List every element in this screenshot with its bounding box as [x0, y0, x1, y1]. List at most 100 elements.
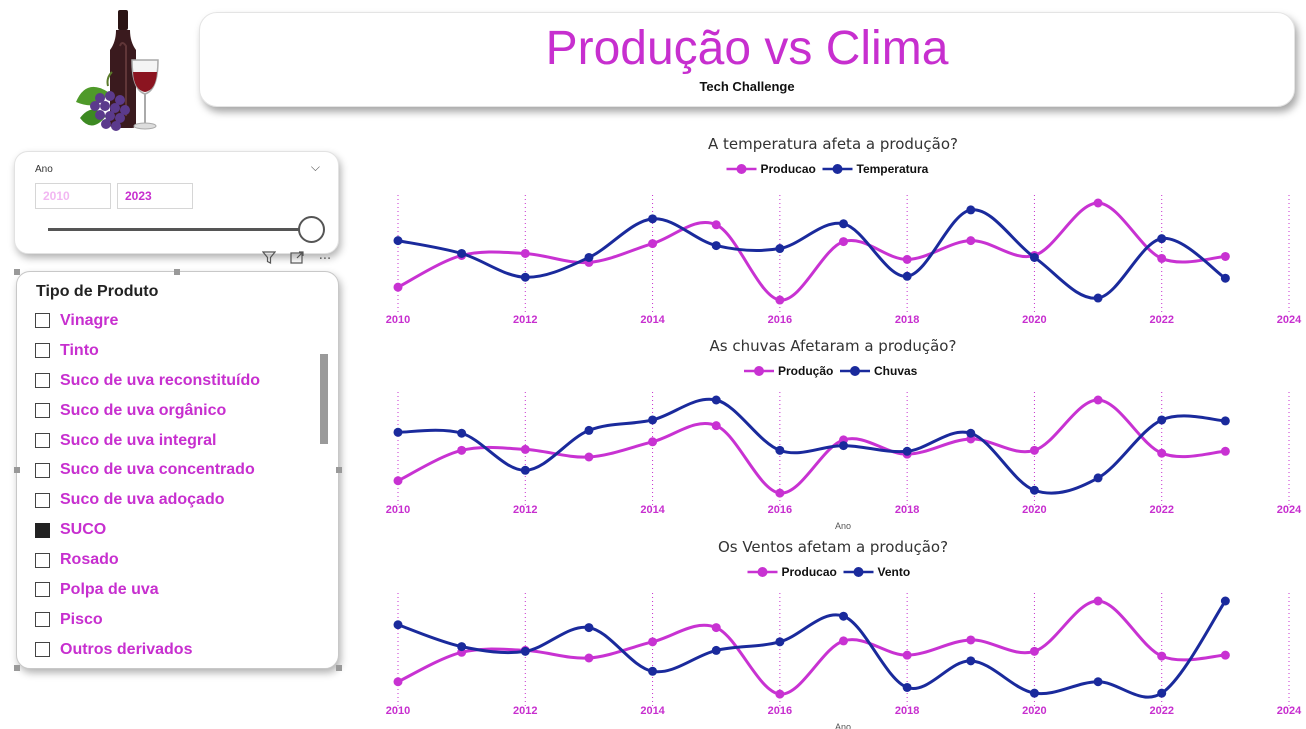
- data-point[interactable]: [711, 395, 721, 405]
- data-point[interactable]: [648, 637, 658, 647]
- legend-item[interactable]: Temperatura: [822, 162, 929, 176]
- data-point[interactable]: [520, 444, 530, 454]
- checkbox[interactable]: [35, 522, 50, 538]
- data-point[interactable]: [902, 650, 912, 660]
- product-option[interactable]: Suco de uva adoçado: [35, 485, 325, 515]
- data-point[interactable]: [711, 241, 721, 251]
- data-point[interactable]: [520, 646, 530, 656]
- product-option[interactable]: Suco de uva concentrado: [35, 455, 325, 485]
- data-point[interactable]: [393, 427, 403, 437]
- data-point[interactable]: [775, 637, 785, 647]
- data-point[interactable]: [648, 415, 658, 425]
- year-slider-track[interactable]: [48, 228, 308, 231]
- data-point[interactable]: [966, 635, 976, 645]
- year-to-input[interactable]: 2023: [117, 183, 193, 209]
- data-point[interactable]: [902, 682, 912, 692]
- checkbox[interactable]: [35, 552, 50, 568]
- data-point[interactable]: [1220, 446, 1230, 456]
- resize-handle[interactable]: [336, 467, 342, 473]
- data-point[interactable]: [839, 636, 848, 646]
- chevron-down-icon[interactable]: ⌵: [310, 160, 320, 174]
- legend-item[interactable]: Producao: [726, 162, 816, 176]
- data-point[interactable]: [648, 214, 658, 224]
- data-point[interactable]: [648, 666, 658, 676]
- product-option[interactable]: Outros derivados: [35, 635, 325, 665]
- product-option[interactable]: Tinto: [35, 336, 325, 366]
- data-point[interactable]: [775, 689, 785, 699]
- data-point[interactable]: [584, 623, 594, 633]
- checkbox[interactable]: [35, 403, 50, 419]
- checkbox[interactable]: [35, 343, 50, 359]
- legend-item[interactable]: Vento: [843, 565, 911, 579]
- more-options-icon[interactable]: ···: [318, 251, 332, 267]
- data-point[interactable]: [966, 205, 976, 215]
- resize-handle[interactable]: [174, 269, 180, 275]
- data-point[interactable]: [393, 282, 403, 292]
- data-point[interactable]: [1093, 198, 1103, 208]
- data-point[interactable]: [457, 248, 467, 258]
- data-point[interactable]: [457, 642, 467, 652]
- legend-item[interactable]: Producao: [747, 565, 837, 579]
- checkbox[interactable]: [35, 492, 50, 508]
- data-point[interactable]: [1093, 395, 1103, 405]
- checkbox[interactable]: [35, 582, 50, 598]
- data-point[interactable]: [775, 445, 785, 455]
- data-point[interactable]: [775, 295, 785, 305]
- data-point[interactable]: [775, 488, 785, 498]
- checkbox[interactable]: [35, 612, 50, 628]
- data-point[interactable]: [839, 219, 848, 229]
- resize-handle[interactable]: [14, 467, 20, 473]
- resize-handle[interactable]: [14, 269, 20, 275]
- data-point[interactable]: [711, 645, 721, 655]
- product-option[interactable]: Pisco: [35, 605, 325, 635]
- checkbox[interactable]: [35, 433, 50, 448]
- data-point[interactable]: [966, 656, 976, 666]
- product-option[interactable]: Polpa de uva: [35, 575, 325, 605]
- data-point[interactable]: [393, 677, 403, 687]
- data-point[interactable]: [520, 248, 530, 258]
- data-point[interactable]: [966, 428, 976, 438]
- data-point[interactable]: [393, 620, 403, 630]
- year-slider-handle[interactable]: [298, 216, 325, 243]
- data-point[interactable]: [393, 236, 403, 246]
- data-point[interactable]: [902, 446, 912, 456]
- checkbox[interactable]: [35, 373, 50, 389]
- data-point[interactable]: [1220, 650, 1230, 660]
- data-point[interactable]: [457, 445, 467, 455]
- checkbox[interactable]: [35, 313, 50, 329]
- data-point[interactable]: [711, 623, 721, 633]
- data-point[interactable]: [1093, 677, 1103, 687]
- product-option[interactable]: Vinagre: [35, 306, 325, 336]
- filter-icon[interactable]: [258, 250, 280, 268]
- data-point[interactable]: [1157, 651, 1167, 661]
- data-point[interactable]: [1157, 415, 1167, 425]
- product-option[interactable]: Suco de uva orgânico: [35, 396, 325, 426]
- data-point[interactable]: [584, 252, 594, 262]
- data-point[interactable]: [902, 271, 912, 281]
- data-point[interactable]: [966, 236, 976, 246]
- data-point[interactable]: [1029, 485, 1039, 495]
- data-point[interactable]: [711, 421, 721, 431]
- data-point[interactable]: [1029, 688, 1039, 698]
- product-option[interactable]: Suco de uva reconstituído: [35, 366, 325, 396]
- legend-item[interactable]: Produção: [744, 364, 833, 378]
- data-point[interactable]: [584, 452, 594, 462]
- data-point[interactable]: [520, 465, 530, 475]
- data-point[interactable]: [1029, 252, 1039, 262]
- data-point[interactable]: [1220, 416, 1230, 426]
- product-option[interactable]: Suco de uva integral: [35, 426, 325, 456]
- data-point[interactable]: [393, 476, 403, 486]
- data-point[interactable]: [1029, 646, 1039, 656]
- data-point[interactable]: [1220, 273, 1230, 283]
- data-point[interactable]: [648, 437, 658, 447]
- data-point[interactable]: [1220, 596, 1230, 606]
- data-point[interactable]: [1157, 688, 1167, 698]
- year-from-input[interactable]: 2010: [35, 183, 111, 209]
- data-point[interactable]: [1093, 293, 1103, 303]
- product-option[interactable]: Rosado: [35, 545, 325, 575]
- data-point[interactable]: [584, 653, 594, 663]
- resize-handle[interactable]: [336, 665, 342, 671]
- data-point[interactable]: [1093, 473, 1103, 483]
- focus-mode-icon[interactable]: [286, 250, 308, 268]
- data-point[interactable]: [648, 239, 658, 249]
